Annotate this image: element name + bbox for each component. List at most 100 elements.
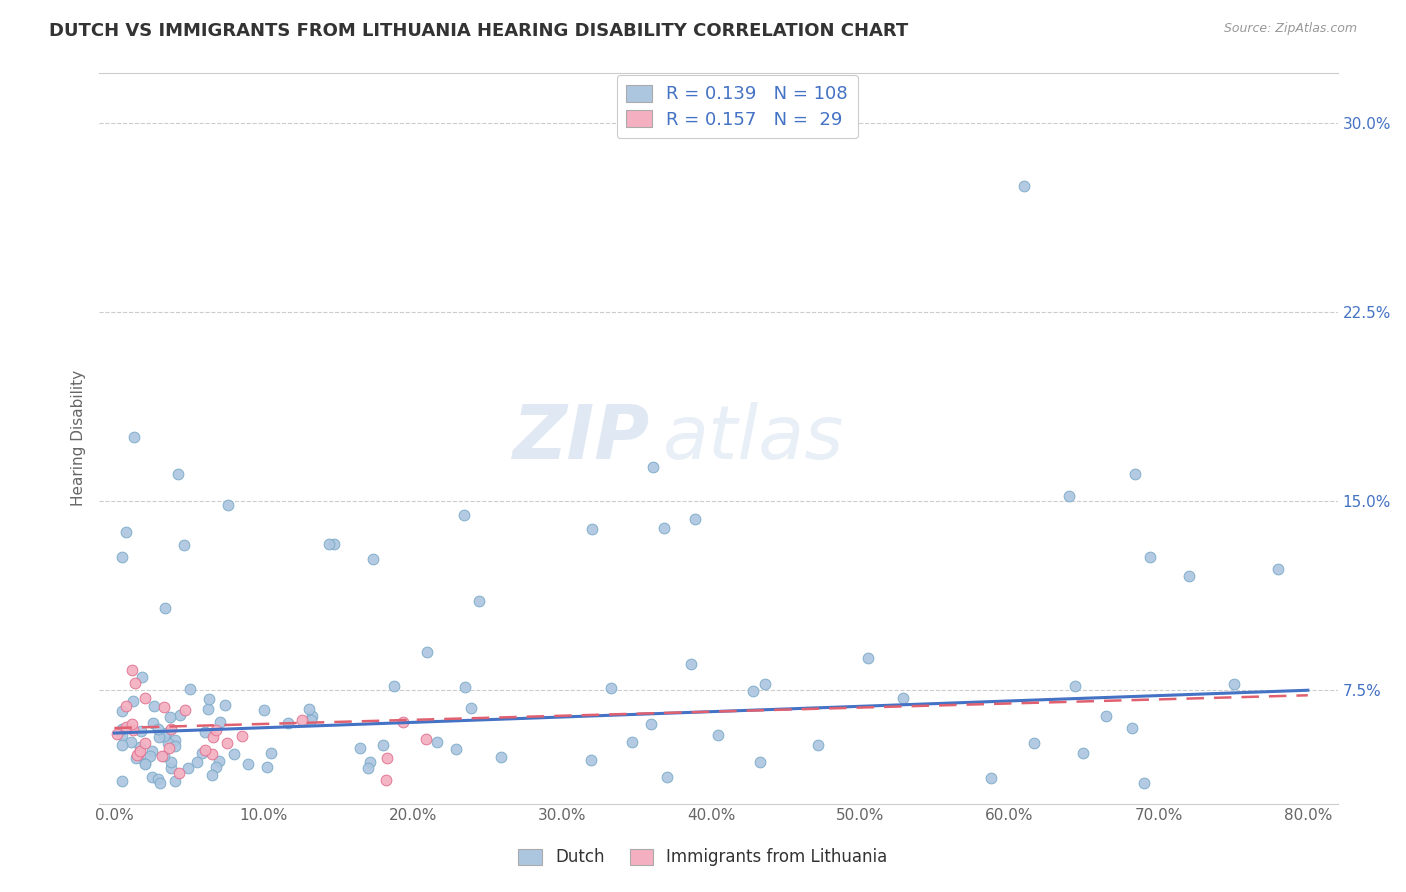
Point [291, 713, 314, 727]
Point [1223, 676, 1246, 690]
Point [236, 757, 259, 772]
Point [153, 601, 176, 615]
Point [446, 742, 468, 756]
Point [652, 521, 675, 535]
Point [128, 747, 150, 761]
Point [173, 703, 195, 717]
Point [157, 740, 180, 755]
Point [141, 770, 163, 784]
Point [129, 744, 152, 758]
Point [160, 722, 183, 736]
Point [204, 760, 226, 774]
Point [1123, 467, 1146, 481]
Point [256, 759, 278, 773]
Point [179, 681, 201, 696]
Point [460, 701, 482, 715]
Point [643, 459, 665, 474]
Point [125, 747, 148, 762]
Point [349, 741, 371, 756]
Point [165, 774, 187, 789]
Point [277, 716, 299, 731]
Point [468, 594, 491, 608]
Point [1121, 721, 1143, 735]
Point [159, 709, 181, 723]
Point [301, 708, 323, 723]
Point [375, 773, 398, 788]
Point [416, 645, 439, 659]
Point [361, 552, 384, 566]
Point [153, 729, 176, 743]
Point [382, 679, 405, 693]
Point [122, 430, 145, 444]
Point [201, 747, 224, 762]
Point [134, 736, 156, 750]
Point [681, 657, 703, 672]
Y-axis label: Hearing Disability: Hearing Disability [72, 370, 86, 507]
Point [148, 730, 170, 744]
Point [122, 694, 145, 708]
Point [748, 755, 770, 769]
Point [197, 701, 219, 715]
Point [891, 691, 914, 706]
Point [318, 537, 340, 551]
Point [1095, 709, 1118, 723]
Point [600, 681, 623, 695]
Point [111, 722, 134, 736]
Point [114, 721, 136, 735]
Point [111, 739, 134, 753]
Point [208, 715, 231, 730]
Point [201, 768, 224, 782]
Point [323, 537, 346, 551]
Point [134, 756, 156, 771]
Point [111, 728, 134, 742]
Text: atlas: atlas [662, 402, 844, 475]
Point [165, 733, 187, 747]
Point [146, 772, 169, 787]
Point [160, 755, 183, 769]
Point [620, 734, 643, 748]
Point [173, 538, 195, 552]
Point [1133, 775, 1156, 789]
Point [115, 524, 138, 539]
Point [980, 771, 1002, 785]
Point [425, 735, 447, 749]
Point [177, 760, 200, 774]
Point [169, 708, 191, 723]
Point [640, 717, 662, 731]
Point [169, 765, 191, 780]
Point [375, 751, 398, 765]
Point [392, 714, 415, 729]
Text: DUTCH VS IMMIGRANTS FROM LITHUANIA HEARING DISABILITY CORRELATION CHART: DUTCH VS IMMIGRANTS FROM LITHUANIA HEARI… [49, 22, 908, 40]
Point [231, 729, 253, 743]
Point [579, 753, 602, 767]
Point [205, 723, 228, 737]
Point [1022, 736, 1045, 750]
Point [1267, 562, 1289, 576]
Point [1014, 179, 1036, 194]
Point [122, 723, 145, 737]
Point [806, 738, 828, 752]
Point [111, 705, 134, 719]
Point [1057, 489, 1080, 503]
Legend: R = 0.139   N = 108, R = 0.157   N =  29: R = 0.139 N = 108, R = 0.157 N = 29 [616, 75, 858, 138]
Point [120, 735, 142, 749]
Point [156, 735, 179, 749]
Point [298, 702, 321, 716]
Point [371, 738, 394, 752]
Point [489, 749, 512, 764]
Point [683, 512, 706, 526]
Point [105, 727, 128, 741]
Point [125, 751, 148, 765]
Point [754, 677, 776, 691]
Point [1064, 679, 1087, 693]
Point [124, 675, 146, 690]
Point [166, 467, 188, 481]
Point [1071, 746, 1094, 760]
Point [129, 739, 152, 754]
Point [148, 722, 170, 736]
Point [121, 716, 143, 731]
Point [214, 698, 236, 713]
Point [207, 754, 229, 768]
Point [856, 651, 879, 665]
Point [129, 724, 152, 739]
